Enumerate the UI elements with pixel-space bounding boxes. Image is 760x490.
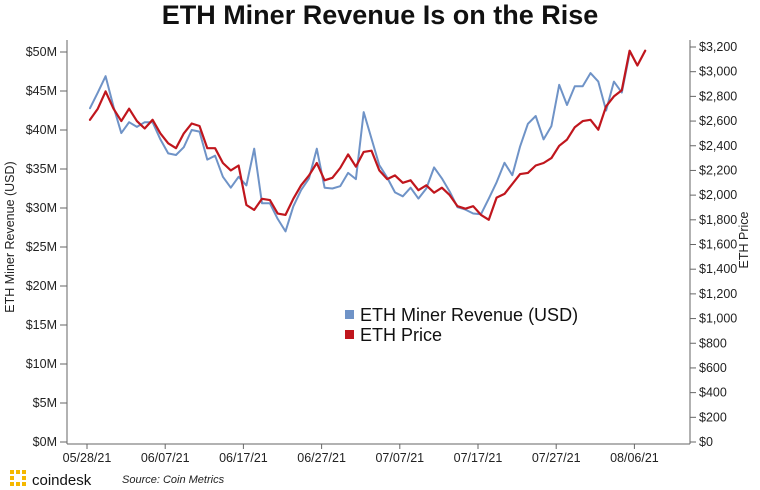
x-tick-label: 06/17/21 [219,451,268,465]
right-tick-label: $2,400 [699,139,737,153]
right-tick-label: $0 [699,435,713,449]
x-tick-label: 08/06/21 [610,451,659,465]
right-tick-label: $200 [699,410,727,424]
left-tick-label: $45M [26,84,57,98]
left-tick-label: $15M [26,318,57,332]
legend-label-revenue: ETH Miner Revenue (USD) [360,305,578,325]
right-tick-label: $2,800 [699,89,737,103]
chart-title: ETH Miner Revenue Is on the Rise [162,0,599,30]
right-tick-label: $2,200 [699,163,737,177]
right-tick-label: $1,600 [699,238,737,252]
right-tick-label: $3,200 [699,40,737,54]
legend: ETH Miner Revenue (USD) ETH Price [345,305,578,345]
right-axis-ticks: $0 $200 $400 $600 $800 $1,000 $1,200 $1,400 $1,6… [690,40,737,449]
x-tick-label: 07/27/21 [532,451,581,465]
left-axis-ticks: $0M $5M $10M $15M $20M $25M $30M $35M $40M $45M $5… [26,45,67,449]
left-tick-label: $40M [26,123,57,137]
right-tick-label: $2,600 [699,114,737,128]
left-tick-label: $30M [26,201,57,215]
x-tick-label: 07/17/21 [454,451,503,465]
left-tick-label: $50M [26,45,57,59]
left-tick-label: $0M [33,435,57,449]
series-line-miner-revenue [89,52,631,233]
left-tick-label: $5M [33,396,57,410]
x-tick-label: 05/28/21 [63,451,112,465]
legend-swatch-revenue [345,310,354,319]
right-tick-label: $3,000 [699,65,737,79]
left-tick-label: $35M [26,162,57,176]
source-note: Source: Coin Metrics [122,474,225,486]
x-tick-label: 07/07/21 [375,451,424,465]
right-tick-label: $1,800 [699,213,737,227]
legend-swatch-price [345,330,354,339]
right-tick-label: $400 [699,386,727,400]
coindesk-logo: coindesk [10,470,92,489]
left-tick-label: $10M [26,357,57,371]
coindesk-logo-icon [10,470,26,486]
right-tick-label: $800 [699,336,727,350]
left-tick-label: $25M [26,240,57,254]
right-tick-label: $600 [699,361,727,375]
right-tick-label: $1,200 [699,287,737,301]
x-tick-label: 06/07/21 [141,451,190,465]
right-axis-label: ETH Price [737,211,751,268]
left-tick-label: $20M [26,279,57,293]
coindesk-brand: coindesk [32,472,92,489]
series-line-eth-price [88,49,647,221]
x-tick-label: 06/27/21 [297,451,346,465]
right-tick-label: $2,000 [699,188,737,202]
legend-label-price: ETH Price [360,325,442,345]
right-tick-label: $1,000 [699,312,737,326]
left-axis-label: ETH Miner Revenue (USD) [3,161,17,312]
right-tick-label: $1,400 [699,262,737,276]
series-lines [88,49,647,233]
x-axis-ticks: 05/28/21 06/07/21 06/17/21 06/27/21 07/07/21… [63,444,659,465]
